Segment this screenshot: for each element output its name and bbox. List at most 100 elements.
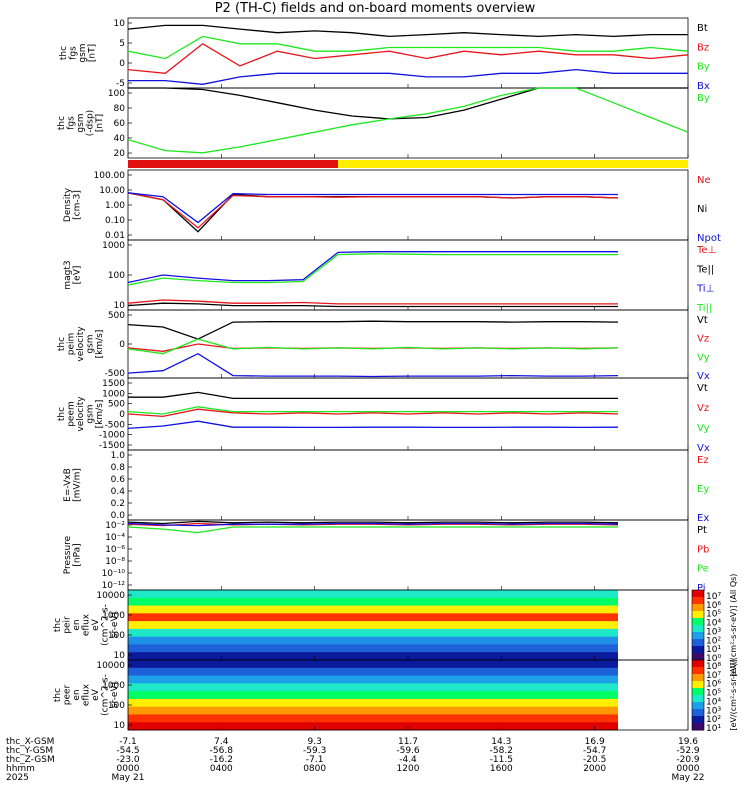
y-tick-label: 10.00 — [99, 186, 125, 196]
y-axis-label: thc — [59, 46, 69, 60]
x-axis-value: -7.1 — [119, 737, 137, 747]
status-bar-segment — [128, 160, 338, 168]
x-axis-row-label: thc_Y-GSM — [6, 746, 53, 756]
y-axis-label: gsm — [86, 334, 96, 353]
x-axis-value: -54.7 — [583, 746, 606, 756]
legend-entry: Vx — [697, 443, 710, 454]
legend-entry: Ti⊥ — [696, 284, 714, 295]
spectrogram-band — [128, 628, 618, 638]
series-line — [127, 87, 689, 154]
y-axis-label: velocity — [76, 326, 86, 362]
series-line — [127, 520, 619, 525]
colorbar-tick-label: 10⁰ — [706, 654, 721, 664]
y-tick-label: 1000 — [102, 681, 125, 691]
legend-entry: Ti|| — [696, 303, 712, 314]
colorbar-tick-label: 10⁷ — [706, 671, 721, 681]
x-axis-value: 14.3 — [491, 737, 511, 747]
y-axis-label: gsm — [78, 43, 88, 62]
y-tick-label: 10⁻⁶ — [105, 545, 125, 555]
x-axis-value: -11.5 — [490, 755, 513, 765]
panel-frame — [127, 169, 689, 241]
colorbar-segment — [692, 639, 704, 647]
x-axis-row-label: thc_Z-GSM — [6, 755, 55, 765]
spectrogram-band — [128, 590, 618, 599]
y-axis-label: peir — [63, 616, 73, 634]
y-axis-label: Density — [63, 187, 73, 222]
colorbar-tick-label: 10¹ — [706, 645, 721, 655]
y-tick-label: 40 — [114, 134, 126, 144]
y-axis-label: (cm^2-s- — [101, 604, 111, 646]
y-axis-label: [nPa] — [73, 543, 83, 566]
y-tick-label: 0.10 — [105, 216, 125, 226]
colorbar-segment — [692, 681, 704, 689]
y-tick-label: -5 — [116, 79, 125, 89]
y-axis-label: gsm — [76, 113, 86, 132]
y-tick-label: -1000 — [99, 431, 125, 441]
y-tick-label: 10 — [114, 721, 126, 731]
colorbar-segment — [692, 653, 704, 661]
status-bar-segment — [338, 160, 688, 168]
spectrogram-band — [128, 644, 618, 653]
colorbar-segment — [692, 667, 704, 675]
y-axis-label: thc — [57, 116, 67, 130]
spectrogram-band — [128, 698, 618, 708]
y-axis-label: peer — [63, 684, 73, 705]
year-label: 2025 — [6, 773, 29, 783]
legend-entry: Te|| — [696, 264, 714, 275]
spectrogram-band — [128, 714, 618, 723]
x-axis-value: -52.9 — [676, 746, 700, 756]
panel-frame — [127, 309, 689, 379]
colorbar-segment — [692, 702, 704, 710]
y-tick-label: 10 — [114, 651, 126, 661]
series-line — [127, 406, 618, 415]
legend-entry: Ni — [697, 204, 707, 215]
y-tick-label: 10⁻⁴ — [105, 533, 125, 543]
series-line — [127, 192, 618, 224]
colorbar-frame — [691, 659, 705, 731]
colorbar-segment — [692, 597, 704, 605]
colorbar-segment — [692, 618, 704, 626]
colorbar-segment — [692, 695, 704, 703]
colorbar-tick-label: 10⁴ — [706, 619, 721, 629]
y-tick-label: 500 — [108, 400, 125, 410]
y-tick-label: 10⁻⁸ — [105, 557, 125, 567]
legend-entry: Te⊥ — [696, 245, 716, 256]
x-axis-value: -20.5 — [583, 755, 606, 765]
y-axis-label: thc — [53, 618, 63, 632]
colorbar-segment — [692, 625, 704, 633]
legend-entry: Ey — [697, 484, 709, 495]
series-line — [128, 87, 688, 120]
spectrogram-band — [128, 722, 618, 731]
series-line — [127, 320, 619, 340]
colorbar-segment — [692, 716, 704, 724]
colorbar-tick-label: 10³ — [706, 627, 721, 637]
series-line — [127, 420, 619, 430]
y-axis-label: fgs — [69, 46, 79, 60]
series-line — [127, 35, 689, 60]
legend-entry: Bx — [697, 81, 710, 92]
colorbar-segment — [692, 709, 704, 717]
colorbar-segment — [692, 688, 704, 696]
spectrogram-band — [128, 675, 618, 684]
legend-entry: Vz — [697, 403, 709, 414]
series-line — [127, 408, 619, 418]
x-axis-value: 16.9 — [585, 737, 605, 747]
y-tick-label: -500 — [105, 420, 126, 430]
x-axis-value: -23.0 — [116, 755, 140, 765]
date-left-label: May 21 — [112, 773, 145, 783]
y-tick-label: 1500 — [102, 379, 125, 389]
y-tick-label: 1000 — [102, 611, 125, 621]
legend-entry: Vt — [697, 315, 708, 326]
legend-entry: By — [697, 93, 710, 104]
series-line — [127, 526, 618, 534]
colorbar-segment — [692, 632, 704, 640]
x-axis-value: -20.9 — [676, 755, 700, 765]
y-tick-label: 0.6 — [111, 475, 126, 485]
colorbar-segment — [692, 723, 704, 731]
y-axis-label: gsm — [86, 404, 96, 423]
series-line — [128, 391, 618, 400]
colorbar-tick-label: 10² — [706, 636, 721, 646]
y-tick-label: 10 — [114, 19, 126, 29]
x-axis-value: -54.5 — [116, 746, 139, 756]
